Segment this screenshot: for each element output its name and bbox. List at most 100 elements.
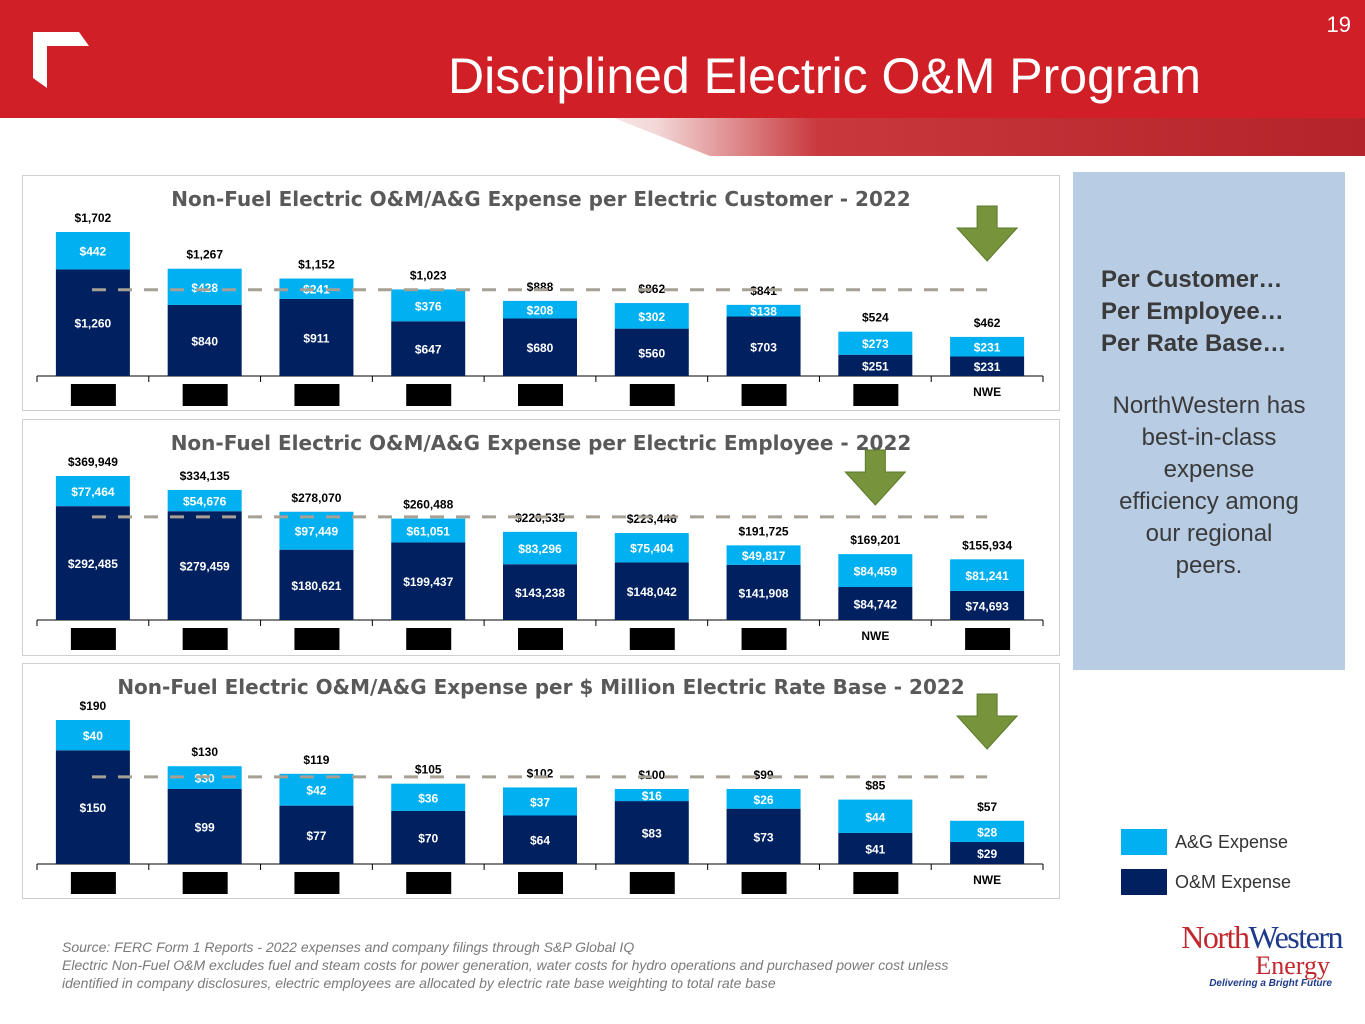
bar-label-om: $84,742 bbox=[854, 598, 898, 612]
redacted-category-label bbox=[629, 872, 675, 894]
bar-ag bbox=[838, 799, 913, 833]
bar-om bbox=[279, 298, 354, 376]
logo-name: NorthWestern bbox=[1132, 919, 1343, 955]
summary-line: efficiency among bbox=[1119, 488, 1299, 515]
bar-ag bbox=[55, 720, 130, 751]
legend-label: A&G Expense bbox=[1175, 831, 1289, 852]
bar-total-label: $102 bbox=[527, 766, 554, 780]
bar-label-om: $141,908 bbox=[739, 586, 789, 600]
northwestern-energy-logo: NorthWestern Energy Delivering a Bright … bbox=[1132, 919, 1343, 989]
summary-heading: Per Rate Base… bbox=[1101, 330, 1287, 357]
bar-ag bbox=[726, 545, 801, 565]
logo-name-western: Western bbox=[1248, 919, 1343, 955]
bar-label-om: $83 bbox=[642, 827, 662, 841]
bar-label-ag: $376 bbox=[415, 299, 442, 313]
redacted-category-label bbox=[294, 872, 340, 894]
bar-om bbox=[167, 511, 242, 620]
logo-tagline: Delivering a Bright Future bbox=[1209, 978, 1332, 989]
page-number: 19 bbox=[1326, 12, 1351, 37]
bar-om bbox=[614, 562, 689, 620]
bar-om bbox=[726, 316, 801, 376]
bar-label-ag: $54,676 bbox=[183, 495, 227, 509]
bar-total-label: $169,201 bbox=[850, 533, 900, 547]
bar-om bbox=[503, 815, 577, 864]
bar-label-om: $911 bbox=[303, 331, 329, 345]
bar-label-ag: $49,817 bbox=[742, 549, 786, 563]
redacted-category-label bbox=[294, 628, 340, 650]
category-label: NWE bbox=[973, 873, 1001, 887]
bar-label-ag: $84,459 bbox=[854, 565, 898, 579]
bar-label-om: $74,693 bbox=[965, 599, 1009, 613]
bar-ag bbox=[726, 788, 801, 809]
bar-ag bbox=[503, 531, 577, 565]
redacted-category-label bbox=[70, 872, 116, 894]
bar-label-ag: $138 bbox=[750, 305, 777, 319]
redacted-category-label bbox=[629, 384, 675, 406]
bar-total-label: $190 bbox=[80, 699, 107, 713]
bar-om bbox=[391, 321, 466, 376]
bar-label-om: $560 bbox=[638, 346, 665, 360]
down-arrow-icon bbox=[955, 693, 1019, 750]
bar-label-ag: $40 bbox=[83, 729, 103, 743]
bar-label-ag: $81,241 bbox=[965, 569, 1009, 583]
bar-total-label: $191,725 bbox=[739, 524, 789, 538]
down-arrow-icon bbox=[955, 205, 1019, 262]
chart-title: Non-Fuel Electric O&M/A&G Expense per El… bbox=[171, 431, 912, 455]
bar-label-ag: $44 bbox=[865, 810, 885, 824]
legend-item-ag: A&G Expense bbox=[1121, 822, 1291, 862]
category-label: NWE bbox=[861, 629, 889, 643]
redacted-category-label bbox=[518, 628, 563, 650]
bar-label-om: $292,485 bbox=[68, 557, 118, 571]
bar-om bbox=[614, 801, 689, 864]
bar-total-label: $105 bbox=[415, 763, 442, 777]
bar-ag bbox=[838, 554, 913, 588]
bar-total-label: $223,446 bbox=[627, 512, 677, 526]
header-accent bbox=[0, 118, 1365, 156]
bar-label-ag: $83,296 bbox=[518, 542, 562, 556]
source-footnote: Source: FERC Form 1 Reports - 2022 expen… bbox=[62, 938, 1062, 992]
footnote-line: Source: FERC Form 1 Reports - 2022 expen… bbox=[62, 939, 635, 955]
bar-label-ag: $428 bbox=[191, 281, 218, 295]
bar-label-om: $703 bbox=[750, 340, 777, 354]
page-title: Disciplined Electric O&M Program bbox=[448, 48, 1201, 104]
summary-line: our regional bbox=[1145, 520, 1273, 547]
bar-total-label: $99 bbox=[754, 768, 774, 782]
bar-ag bbox=[950, 559, 1025, 591]
bar-ag bbox=[391, 783, 466, 811]
redacted-category-label bbox=[294, 384, 340, 406]
bar-om bbox=[614, 328, 689, 376]
bar-label-ag: $231 bbox=[974, 341, 1001, 355]
bar-ag bbox=[167, 489, 242, 512]
bar-total-label: $888 bbox=[527, 280, 554, 294]
redacted-category-label bbox=[853, 384, 899, 406]
bar-label-om: $64 bbox=[530, 834, 550, 848]
bar-total-label: $369,949 bbox=[68, 455, 118, 469]
legend-item-om: O&M Expense bbox=[1121, 862, 1291, 902]
bar-label-om: $199,437 bbox=[403, 575, 453, 589]
bar-ag bbox=[391, 289, 466, 322]
bar-ag bbox=[55, 232, 130, 270]
redacted-category-label bbox=[406, 628, 452, 650]
bar-total-label: $462 bbox=[974, 316, 1001, 330]
bar-ag bbox=[279, 511, 354, 550]
bar-ag bbox=[503, 787, 577, 816]
summary-line: expense bbox=[1163, 456, 1255, 483]
bar-label-om: $180,621 bbox=[291, 579, 341, 593]
category-label: NWE bbox=[973, 385, 1001, 399]
bar-label-om: $41 bbox=[865, 842, 885, 856]
bar-ag bbox=[55, 476, 130, 507]
bar-total-label: $100 bbox=[638, 768, 665, 782]
bar-label-ag: $30 bbox=[195, 772, 215, 786]
bar-ag bbox=[614, 303, 689, 329]
legend-swatch-ag bbox=[1121, 829, 1167, 855]
bar-label-om: $840 bbox=[191, 334, 218, 348]
redacted-category-label bbox=[406, 872, 452, 894]
chart-svg: Non-Fuel Electric O&M/A&G Expense per $ … bbox=[36, 675, 1044, 894]
bar-total-label: $119 bbox=[303, 753, 329, 767]
redacted-category-label bbox=[406, 384, 452, 406]
bar-total-label: $130 bbox=[191, 745, 218, 759]
logo-name-north: North bbox=[1181, 919, 1250, 955]
bar-label-om: $99 bbox=[195, 820, 215, 834]
bar-total-label: $841 bbox=[750, 284, 777, 298]
bar-label-ag: $26 bbox=[754, 793, 774, 807]
